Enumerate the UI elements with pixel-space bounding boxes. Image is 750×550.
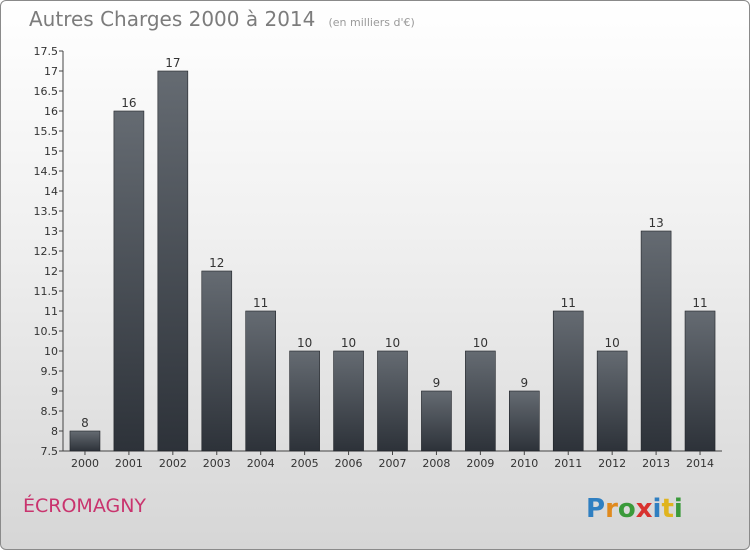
bar: [465, 350, 496, 452]
bar: [421, 390, 452, 452]
x-tick-label: 2004: [247, 457, 275, 470]
x-tick-label: 2001: [115, 457, 143, 470]
x-tick-label: 2011: [554, 457, 582, 470]
bar: [245, 310, 276, 452]
data-label: 8: [81, 416, 89, 430]
y-tick-label: 15.5: [34, 125, 59, 138]
x-tick-label: 2012: [598, 457, 626, 470]
data-label: 10: [605, 336, 620, 350]
bar: [201, 270, 233, 452]
bar: [69, 430, 101, 452]
bar: [596, 350, 628, 452]
y-tick-label: 12.5: [34, 245, 59, 258]
y-tick-label: 9: [51, 385, 58, 398]
x-tick-label: 2007: [379, 457, 407, 470]
data-label: 12: [209, 256, 224, 270]
bar: [113, 110, 145, 452]
x-tick-label: 2009: [466, 457, 494, 470]
x-tick-label: 2000: [71, 457, 99, 470]
logo-text: Proxiti: [586, 494, 683, 524]
x-tick-label: 2008: [422, 457, 450, 470]
bar: [684, 310, 716, 452]
x-tick-label: 2005: [291, 457, 319, 470]
data-label: 9: [520, 376, 528, 390]
proxiti-logo: Proxiti: [586, 494, 683, 524]
chart-header: Autres Charges 2000 à 2014 (en milliers …: [29, 7, 415, 31]
data-label: 11: [561, 296, 576, 310]
bar: [157, 70, 189, 452]
x-tick-label: 2006: [335, 457, 363, 470]
bar: [377, 350, 408, 452]
data-label: 10: [341, 336, 356, 350]
y-tick-label: 8.5: [41, 405, 59, 418]
data-label: 11: [692, 296, 707, 310]
data-label: 16: [121, 96, 136, 110]
y-tick-label: 11.5: [34, 285, 59, 298]
y-tick-label: 14.5: [34, 165, 59, 178]
y-tick-label: 12: [44, 265, 58, 278]
bar: [508, 390, 540, 452]
data-label: 13: [648, 216, 663, 230]
y-tick-label: 10: [44, 345, 58, 358]
x-tick-label: 2014: [686, 457, 714, 470]
data-label: 10: [297, 336, 312, 350]
y-tick-label: 9.5: [41, 365, 59, 378]
chart-unit: (en milliers d'€): [328, 16, 415, 29]
y-tick-label: 16.5: [34, 85, 59, 98]
x-tick-label: 2010: [510, 457, 538, 470]
data-label: 10: [385, 336, 400, 350]
commune-name: ÉCROMAGNY: [23, 495, 147, 517]
x-tick-label: 2013: [642, 457, 670, 470]
y-tick-label: 7.5: [41, 445, 59, 458]
data-label: 10: [473, 336, 488, 350]
y-tick-label: 17: [44, 65, 58, 78]
y-tick-label: 17.5: [34, 45, 59, 58]
y-tick-label: 14: [44, 185, 58, 198]
chart-title: Autres Charges 2000 à 2014: [29, 7, 316, 31]
bar: [333, 350, 364, 452]
bar: [552, 310, 584, 452]
y-tick-label: 11: [44, 305, 58, 318]
y-tick-label: 13.5: [34, 205, 59, 218]
x-tick-label: 2002: [159, 457, 187, 470]
y-tick-label: 15: [44, 145, 58, 158]
y-tick-label: 10.5: [34, 325, 59, 338]
y-tick-label: 13: [44, 225, 58, 238]
data-label: 17: [165, 56, 180, 70]
y-tick-label: 8: [51, 425, 58, 438]
data-label: 11: [253, 296, 268, 310]
bar: [640, 230, 672, 452]
bar: [289, 350, 320, 452]
y-tick-label: 16: [44, 105, 58, 118]
x-tick-label: 2003: [203, 457, 231, 470]
data-label: 9: [433, 376, 441, 390]
